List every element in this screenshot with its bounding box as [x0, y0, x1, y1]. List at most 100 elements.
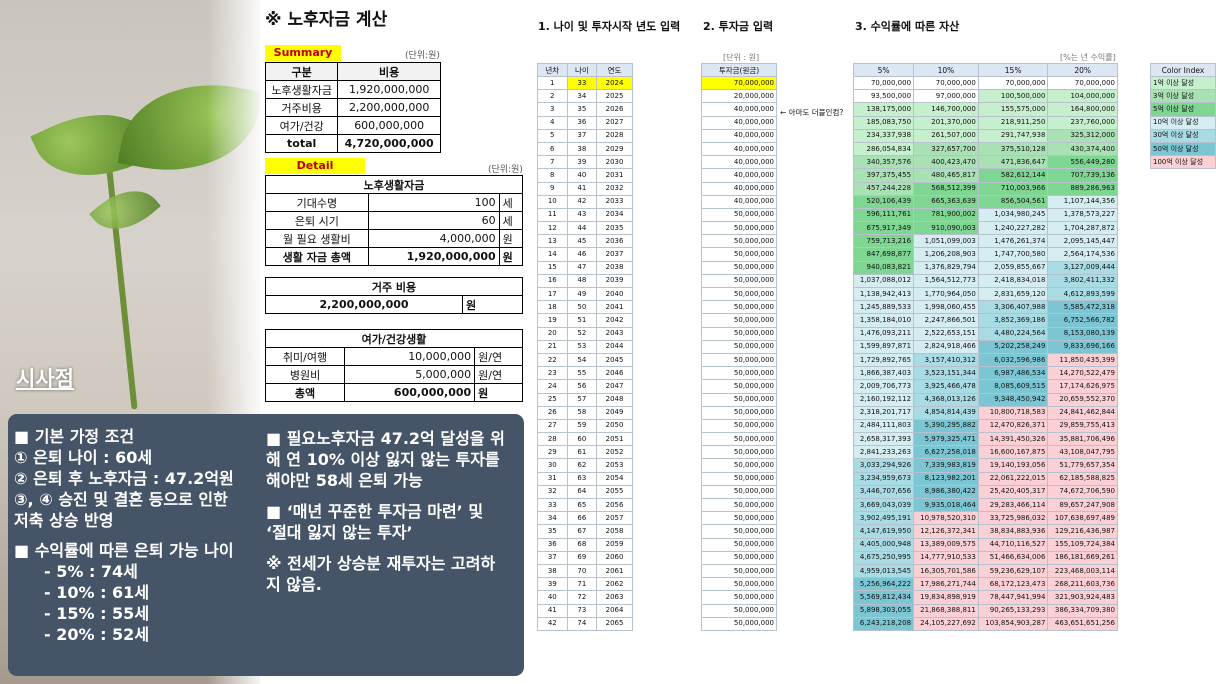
- year-cell: 2030: [596, 155, 633, 170]
- insight-line: 저축 상승 반영: [14, 511, 114, 530]
- asset-value-cell: 1,037,088,012: [852, 273, 915, 289]
- year-index-cell: 4: [537, 115, 568, 130]
- year-cell: 2038: [596, 260, 633, 275]
- asset-value-cell: 3,852,369,186: [977, 313, 1049, 328]
- asset-value-cell: 2,484,111,803: [852, 418, 915, 434]
- asset-value-cell: 218,911,250: [977, 115, 1049, 130]
- investment-cell: 50,000,000: [701, 234, 777, 249]
- year-index-cell: 19: [537, 313, 568, 328]
- asset-value-cell: 104,000,000: [1047, 89, 1118, 104]
- detail-cell: 60: [367, 211, 500, 230]
- year-cell: 2062: [596, 577, 633, 592]
- age-cell: 73: [566, 603, 598, 618]
- asset-value-cell: 375,510,128: [977, 141, 1049, 157]
- asset-value-cell: 3,033,294,926: [852, 458, 915, 473]
- double-income-note: ← 아마도 더블인컴?: [780, 108, 844, 117]
- asset-value-cell: 33,725,986,032: [977, 511, 1049, 526]
- insight-line: 해야만 58세 은퇴 가능: [266, 471, 423, 490]
- detail-cell: 1,920,000,000: [367, 247, 500, 266]
- section-2-unit: [단위 : 원]: [723, 53, 760, 62]
- age-year-table: 년차 나이 연도 1 33 2024 2 34 2025 3 35 2026 4 36 2027 5 37…: [537, 63, 633, 631]
- asset-value-cell: 44,710,116,527: [977, 537, 1049, 552]
- year-cell: 2057: [596, 511, 633, 526]
- color-index-item: 5억 이상 달성: [1150, 102, 1216, 117]
- investment-cell: 50,000,000: [701, 550, 777, 565]
- leisure-total-label: 총액: [264, 383, 346, 402]
- asset-value-cell: 582,612,144: [977, 168, 1049, 183]
- housing-header: 거주 비용: [265, 277, 523, 296]
- asset-value-cell: 910,090,003: [913, 221, 979, 236]
- age-cell: 33: [566, 75, 598, 91]
- age-cell: 68: [566, 537, 598, 552]
- asset-value-cell: 14,270,522,479: [1047, 366, 1118, 381]
- color-index-item: 1억 이상 달성: [1150, 75, 1216, 91]
- asset-value-cell: 2,824,918,466: [913, 339, 979, 354]
- asset-value-cell: 51,779,657,354: [1047, 458, 1118, 473]
- asset-value-cell: 3,925,466,478: [913, 379, 979, 394]
- asset-value-cell: 10,800,718,583: [977, 405, 1049, 420]
- investment-cell: 50,000,000: [701, 537, 777, 552]
- asset-value-cell: 25,420,405,317: [977, 484, 1049, 500]
- asset-value-cell: 78,447,941,994: [977, 590, 1049, 605]
- year-index-cell: 36: [537, 537, 568, 552]
- detail-cell: 월 필요 생활비: [265, 229, 369, 248]
- year-index-cell: 2: [537, 89, 568, 104]
- asset-value-cell: 8,986,380,422: [913, 484, 979, 500]
- insight-line: ■ 필요노후자금 47.2억 달성을 위: [266, 429, 505, 448]
- investment-cell: 50,000,000: [701, 221, 777, 236]
- investment-cell: 50,000,000: [701, 432, 777, 447]
- year-cell: 2049: [596, 405, 633, 420]
- investment-cell: 50,000,000: [701, 577, 777, 592]
- asset-value-cell: 759,713,216: [852, 234, 915, 249]
- asset-value-cell: 237,760,000: [1047, 115, 1118, 130]
- asset-value-cell: 93,500,000: [852, 89, 915, 104]
- year-index-cell: 6: [537, 141, 568, 157]
- year-index-cell: 39: [537, 577, 568, 592]
- year-cell: 2044: [596, 339, 633, 354]
- year-index-cell: 1: [537, 75, 568, 91]
- asset-value-cell: 1,206,208,903: [913, 247, 979, 262]
- age-cell: 54: [566, 352, 598, 368]
- detail-cell: 생활 자금 총액: [265, 247, 369, 266]
- color-index-table: Color Index 1억 이상 달성 3억 이상 달성 5억 이상 달성 10억 …: [1150, 63, 1216, 170]
- detail-unit-cell: 원: [498, 229, 524, 248]
- asset-value-cell: 327,657,700: [913, 141, 979, 157]
- asset-value-cell: 234,337,938: [852, 128, 915, 143]
- age-line: - 10% : 61세: [44, 583, 150, 602]
- insight-line: 해 연 10% 이상 잃지 않는 투자를: [266, 450, 500, 469]
- color-index-item: 30억 이상 달성: [1150, 128, 1216, 143]
- asset-value-cell: 1,564,512,773: [913, 273, 979, 289]
- investment-cell: 50,000,000: [701, 313, 777, 328]
- year-cell: 2065: [596, 616, 633, 631]
- age-cell: 35: [566, 102, 598, 117]
- year-index-cell: 29: [537, 445, 568, 460]
- asset-value-cell: 223,468,003,114: [1047, 563, 1118, 579]
- asset-value-cell: 2,831,659,120: [977, 286, 1049, 302]
- asset-value-cell: 397,375,455: [852, 168, 915, 183]
- asset-value-cell: 70,000,000: [852, 75, 915, 91]
- year-cell: 2045: [596, 352, 633, 368]
- asset-value-cell: 889,286,963: [1047, 181, 1118, 196]
- asset-value-cell: 2,564,174,536: [1047, 247, 1118, 262]
- asset-value-cell: 3,802,411,332: [1047, 273, 1118, 289]
- age-cell: 44: [566, 221, 598, 236]
- year-index-cell: 42: [537, 616, 568, 631]
- asset-value-cell: 51,466,634,006: [977, 550, 1049, 565]
- year-index-cell: 21: [537, 339, 568, 354]
- year-cell: 2059: [596, 537, 633, 552]
- asset-value-cell: 146,700,000: [913, 102, 979, 117]
- year-cell: 2027: [596, 115, 633, 130]
- asset-value-cell: 8,085,609,515: [977, 379, 1049, 394]
- year-index-cell: 38: [537, 563, 568, 579]
- asset-value-cell: 1,729,892,765: [852, 352, 915, 368]
- investment-cell: 40,000,000: [701, 155, 777, 170]
- age-cell: 71: [566, 577, 598, 592]
- asset-value-cell: 103,854,903,287: [977, 616, 1049, 631]
- asset-value-cell: 3,902,495,191: [852, 511, 915, 526]
- asset-value-cell: 129,216,436,987: [1047, 524, 1118, 539]
- summary-header: 구분: [264, 62, 339, 81]
- housing-value: 2,200,000,000: [265, 295, 463, 314]
- year-cell: 2046: [596, 366, 633, 381]
- investment-cell: 50,000,000: [701, 260, 777, 275]
- spacer: [266, 491, 521, 501]
